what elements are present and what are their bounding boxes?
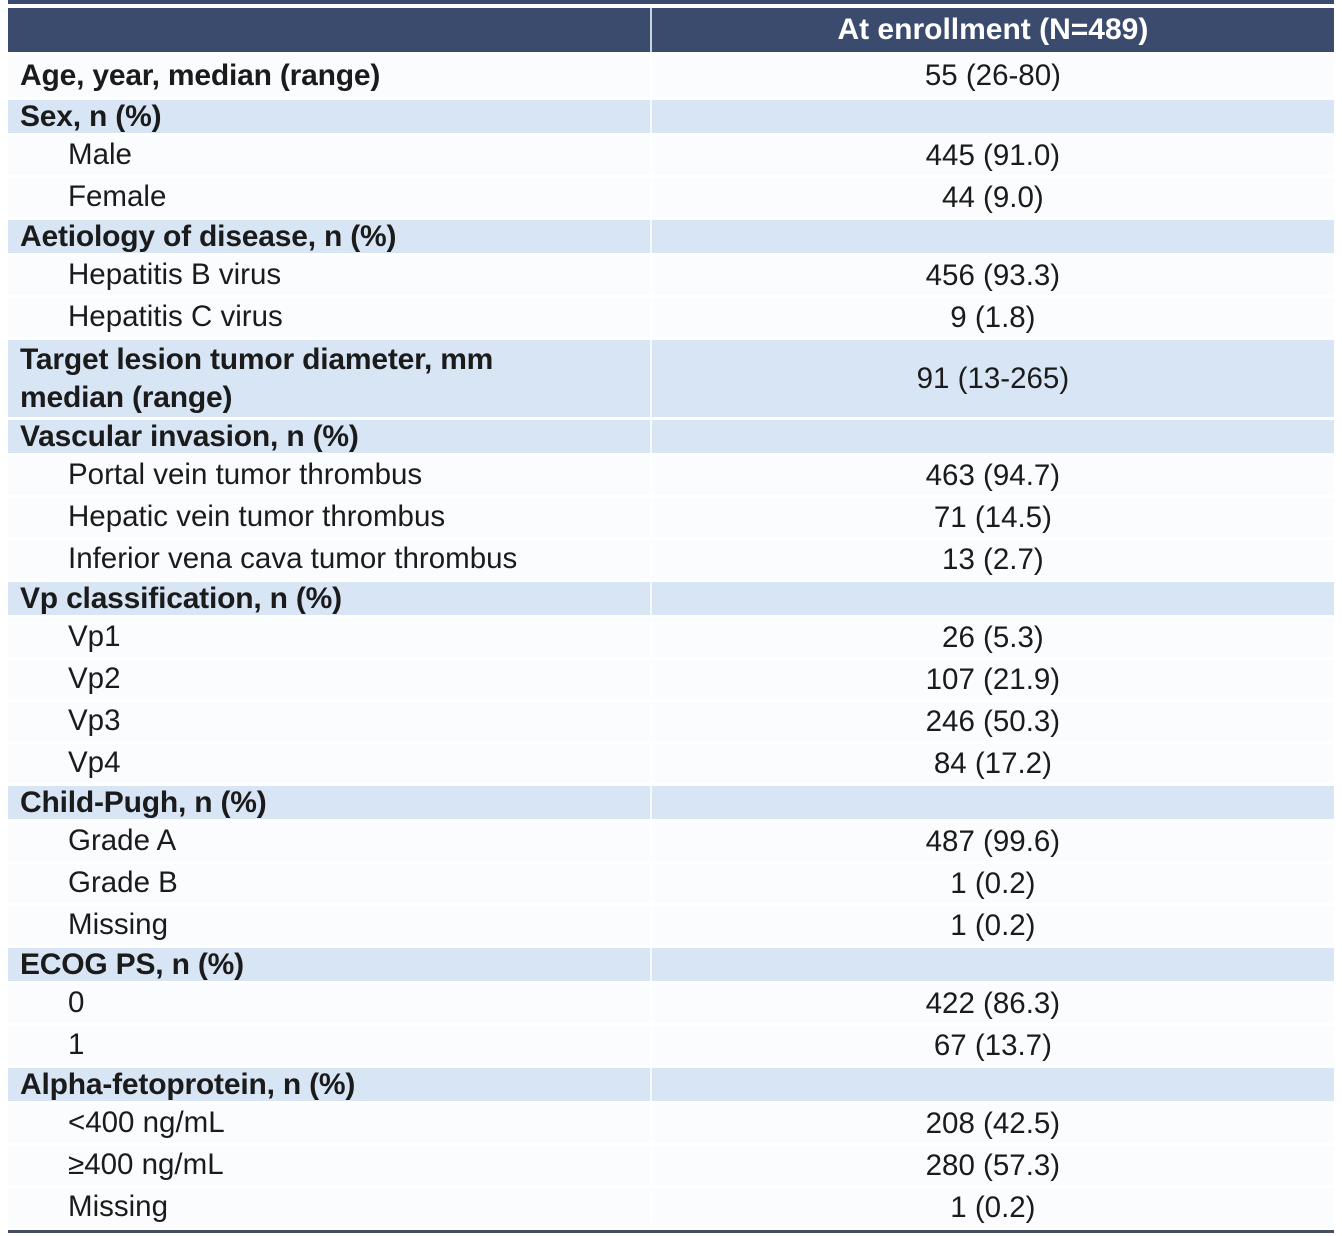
row-label: Alpha-fetoprotein, n (%) [20,1067,356,1101]
table-row: 0 422 (86.3) [8,984,1334,1026]
table-row: Vp classification, n (%) [8,582,1334,618]
row-label: Vp classification, n (%) [20,581,342,615]
table-row: Missing 1 (0.2) [8,1188,1334,1230]
row-value: 44 (9.0) [649,178,1334,217]
row-label: Sex, n (%) [20,99,162,133]
row-value [649,100,1334,133]
row-label: Hepatic vein tumor thrombus [68,500,446,534]
row-label: Target lesion tumor diameter, mm median … [20,343,494,414]
table-row: Portal vein tumor thrombus 463 (94.7) [8,456,1334,498]
row-value [649,786,1334,819]
row-label: Vascular invasion, n (%) [20,419,359,453]
table-row: Grade A 487 (99.6) [8,822,1334,864]
row-value: 456 (93.3) [649,256,1334,295]
table-row: Grade B 1 (0.2) [8,864,1334,906]
row-value: 84 (17.2) [649,744,1334,783]
table-header-row: At enrollment (N=489) [8,8,1334,55]
table-row: Hepatic vein tumor thrombus 71 (14.5) [8,498,1334,540]
row-label: 1 [68,1028,85,1062]
table-row: Target lesion tumor diameter, mm median … [8,340,1334,420]
row-label: Child-Pugh, n (%) [20,785,267,819]
table-row: Aetiology of disease, n (%) [8,220,1334,256]
row-label: Missing [68,908,168,942]
table-top-border [8,0,1334,4]
header-value-cell: At enrollment (N=489) [649,8,1334,52]
table-row: Vp3 246 (50.3) [8,702,1334,744]
row-value: 422 (86.3) [649,984,1334,1023]
row-value: 1 (0.2) [649,864,1334,903]
row-label: Age, year, median (range) [20,59,381,93]
table-row: Hepatitis B virus 456 (93.3) [8,256,1334,298]
row-label: Missing [68,1190,168,1224]
row-value: 13 (2.7) [649,540,1334,579]
baseline-characteristics-table: At enrollment (N=489) Age, year, median … [8,0,1334,1233]
row-label: Male [68,138,132,172]
row-value [649,582,1334,615]
row-label: Vp2 [68,662,121,696]
row-label: Aetiology of disease, n (%) [20,219,397,253]
row-label: Vp4 [68,746,121,780]
row-value: 107 (21.9) [649,660,1334,699]
table-row: Male 445 (91.0) [8,136,1334,178]
table-row: Sex, n (%) [8,100,1334,136]
row-label: <400 ng/mL [68,1106,225,1140]
row-value: 246 (50.3) [649,702,1334,741]
row-value: 9 (1.8) [649,298,1334,337]
row-value: 26 (5.3) [649,618,1334,657]
row-value: 55 (26-80) [649,55,1334,97]
row-label: Vp1 [68,620,121,654]
row-value [649,420,1334,453]
table-bottom-border [8,1230,1334,1233]
table-row: Child-Pugh, n (%) [8,786,1334,822]
table-row: Vp2 107 (21.9) [8,660,1334,702]
row-value: 463 (94.7) [649,456,1334,495]
table-row: Vp4 84 (17.2) [8,744,1334,786]
table-row: Alpha-fetoprotein, n (%) [8,1068,1334,1104]
table-row: ≥400 ng/mL 280 (57.3) [8,1146,1334,1188]
table-row: Missing 1 (0.2) [8,906,1334,948]
table-row: ECOG PS, n (%) [8,948,1334,984]
row-label: 0 [68,986,85,1020]
table-row: Female 44 (9.0) [8,178,1334,220]
table-row: Hepatitis C virus 9 (1.8) [8,298,1334,340]
row-value: 487 (99.6) [649,822,1334,861]
row-value: 67 (13.7) [649,1026,1334,1065]
table-row: <400 ng/mL 208 (42.5) [8,1104,1334,1146]
row-value [649,220,1334,253]
row-label: Grade B [68,866,178,900]
row-value: 1 (0.2) [649,906,1334,945]
row-label: Vp3 [68,704,121,738]
row-label: Grade A [68,824,177,858]
row-value: 445 (91.0) [649,136,1334,175]
row-value [649,948,1334,981]
row-label: Hepatitis C virus [68,300,283,334]
row-value: 71 (14.5) [649,498,1334,537]
table-row: Age, year, median (range) 55 (26-80) [8,55,1334,100]
row-label: ≥400 ng/mL [68,1148,224,1182]
table-row: Vascular invasion, n (%) [8,420,1334,456]
row-label: ECOG PS, n (%) [20,947,244,981]
row-label: Portal vein tumor thrombus [68,458,423,492]
table-row: Vp1 26 (5.3) [8,618,1334,660]
row-value [649,1068,1334,1101]
table-row: Inferior vena cava tumor thrombus 13 (2.… [8,540,1334,582]
row-value: 1 (0.2) [649,1188,1334,1227]
row-label: Female [68,180,167,214]
row-value: 280 (57.3) [649,1146,1334,1185]
row-value: 91 (13-265) [649,340,1334,417]
table-row: 1 67 (13.7) [8,1026,1334,1068]
row-value: 208 (42.5) [649,1104,1334,1143]
row-label: Inferior vena cava tumor thrombus [68,542,518,576]
table-body: Age, year, median (range) 55 (26-80) Sex… [8,55,1334,1230]
row-label: Hepatitis B virus [68,258,282,292]
